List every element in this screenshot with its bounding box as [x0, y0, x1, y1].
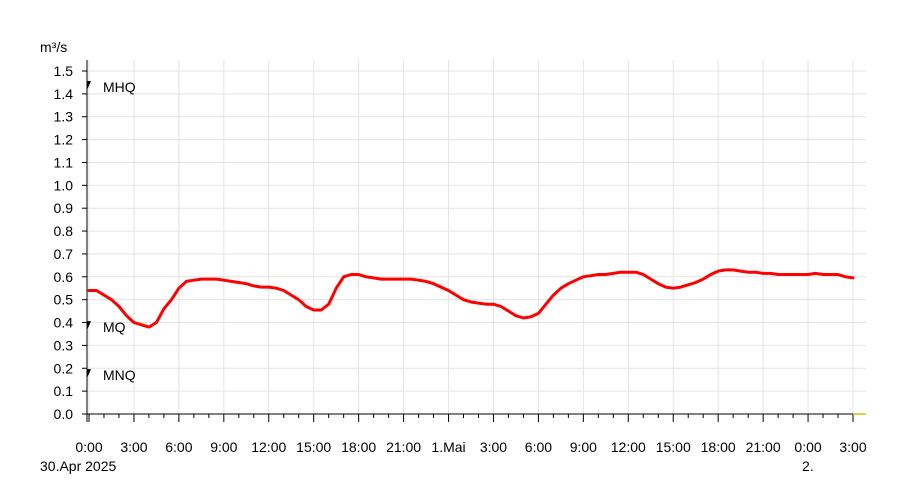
x-tick-label: 12:00: [611, 439, 646, 455]
y-tick-label: 1.1: [54, 154, 74, 170]
x-tick-label: 9:00: [210, 439, 237, 455]
x-tick-label: 0:00: [794, 439, 821, 455]
y-tick-label: 0.0: [54, 406, 74, 422]
y-tick-label: 0.9: [54, 200, 74, 216]
y-tick-label: 0.7: [54, 246, 74, 262]
x-tick-label: 15:00: [296, 439, 331, 455]
x-tick-label: 6:00: [165, 439, 192, 455]
x-tick-label: 18:00: [341, 439, 376, 455]
x-tick-label: 15:00: [656, 439, 691, 455]
x-tick-label: 3:00: [120, 439, 147, 455]
plot-background: [87, 60, 866, 414]
date-labels: 30.Apr 2025 2.: [40, 458, 814, 474]
y-tick-label: 0.5: [54, 292, 74, 308]
ref-label-mnq: MNQ: [103, 367, 136, 383]
y-tick-labels: 0.0 0.1 0.2 0.3 0.4 0.5 0.6 0.7 0.8 0.9 1.0 1.1 1.2 1…: [54, 63, 74, 422]
y-tick-label: 1.5: [54, 63, 74, 79]
x-tick-label: 3:00: [839, 439, 866, 455]
date-label: 30.Apr 2025: [40, 458, 116, 474]
x-tick-label: 1.Mai: [431, 439, 465, 455]
series-layer: [87, 268, 855, 329]
y-tick-label: 1.4: [54, 86, 74, 102]
y-tick-label: 0.8: [54, 223, 74, 239]
x-tick-label: 21:00: [386, 439, 421, 455]
ref-marker-mnq: [87, 369, 91, 379]
ref-label-mhq: MHQ: [103, 79, 136, 95]
date-label: 2.: [802, 458, 814, 474]
ref-marker-mhq: [87, 81, 91, 91]
axes: [82, 60, 866, 422]
y-tick-label: 0.6: [54, 269, 74, 285]
x-tick-label: 21:00: [746, 439, 781, 455]
y-tick-label: 0.1: [54, 383, 74, 399]
x-tick-label: 9:00: [570, 439, 597, 455]
y-axis-unit: m³/s: [40, 39, 67, 55]
ref-marker-mq: [87, 321, 91, 331]
y-tick-label: 0.3: [54, 337, 74, 353]
x-tick-labels: 0:00 3:00 6:00 9:00 12:00 15:00 18:00 21:00 1.Ma…: [75, 439, 866, 455]
y-tick-label: 1.2: [54, 132, 74, 148]
y-tick-label: 1.3: [54, 109, 74, 125]
y-tick-label: 0.4: [54, 315, 74, 331]
x-tick-label: 3:00: [480, 439, 507, 455]
x-tick-label: 0:00: [75, 439, 102, 455]
x-tick-label: 6:00: [525, 439, 552, 455]
x-tick-label: 12:00: [251, 439, 286, 455]
series-line: [87, 268, 855, 329]
y-tick-label: 0.2: [54, 360, 74, 376]
grid: [87, 60, 866, 415]
ref-label-mq: MQ: [103, 319, 126, 335]
reference-markers: MHQ MQ MNQ: [87, 79, 136, 383]
y-tick-label: 1.0: [54, 177, 74, 193]
x-tick-label: 18:00: [701, 439, 736, 455]
